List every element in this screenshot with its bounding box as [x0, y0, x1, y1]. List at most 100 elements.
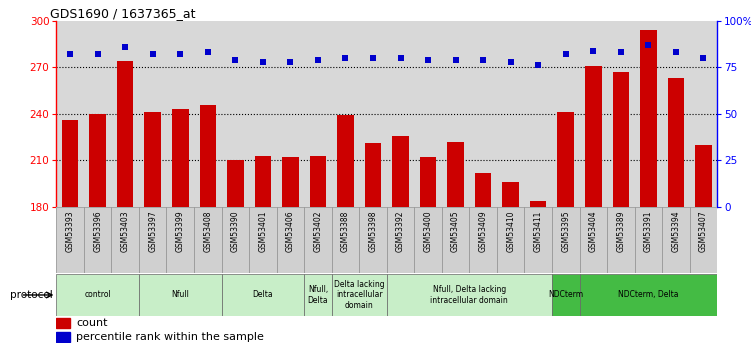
Bar: [365, 144, 382, 207]
Text: GSM53408: GSM53408: [204, 210, 213, 252]
Bar: [387, 207, 415, 273]
Text: GSM53394: GSM53394: [671, 210, 680, 252]
Point: [559, 51, 572, 57]
Text: GSM53410: GSM53410: [506, 210, 515, 252]
Bar: [56, 274, 139, 316]
Bar: [557, 112, 574, 207]
Bar: [139, 207, 167, 273]
Bar: [502, 182, 519, 207]
Bar: [580, 207, 607, 273]
Bar: [387, 274, 552, 316]
Bar: [580, 274, 717, 316]
Point: [615, 50, 627, 55]
Point: [312, 57, 324, 62]
Bar: [56, 318, 70, 328]
Point: [146, 51, 158, 57]
Bar: [662, 207, 689, 273]
Bar: [304, 274, 332, 316]
Point: [450, 57, 462, 62]
Point: [229, 57, 241, 62]
Bar: [276, 207, 304, 273]
Text: GSM53392: GSM53392: [396, 210, 405, 252]
Text: protocol: protocol: [10, 290, 53, 300]
Point: [285, 59, 297, 65]
Text: GSM53406: GSM53406: [286, 210, 295, 252]
Bar: [89, 114, 106, 207]
Bar: [613, 72, 629, 207]
Point: [670, 50, 682, 55]
Bar: [309, 156, 326, 207]
Bar: [442, 207, 469, 273]
Text: Nfull, Delta lacking
intracellular domain: Nfull, Delta lacking intracellular domai…: [430, 285, 508, 305]
Bar: [332, 207, 359, 273]
Text: GSM53409: GSM53409: [478, 210, 487, 252]
Bar: [111, 207, 139, 273]
Bar: [497, 207, 524, 273]
Bar: [552, 207, 580, 273]
Point: [92, 51, 104, 57]
Text: GSM53405: GSM53405: [451, 210, 460, 252]
Bar: [222, 207, 249, 273]
Point: [367, 55, 379, 61]
Bar: [640, 30, 656, 207]
Point: [422, 57, 434, 62]
Bar: [607, 207, 635, 273]
Text: GSM53397: GSM53397: [148, 210, 157, 252]
Bar: [469, 207, 497, 273]
Text: NDCterm: NDCterm: [548, 290, 584, 299]
Bar: [282, 157, 299, 207]
Point: [587, 48, 599, 53]
Bar: [689, 207, 717, 273]
Bar: [117, 61, 134, 207]
Point: [477, 57, 489, 62]
Point: [202, 50, 214, 55]
Text: GSM53402: GSM53402: [313, 210, 322, 252]
Bar: [249, 207, 276, 273]
Text: GSM53391: GSM53391: [644, 210, 653, 252]
Bar: [359, 207, 387, 273]
Text: GSM53393: GSM53393: [65, 210, 74, 252]
Bar: [392, 136, 409, 207]
Point: [119, 44, 131, 50]
Bar: [585, 66, 602, 207]
Bar: [420, 157, 436, 207]
Text: GSM53400: GSM53400: [424, 210, 433, 252]
Point: [532, 63, 544, 68]
Bar: [200, 105, 216, 207]
Point: [505, 59, 517, 65]
Bar: [332, 274, 387, 316]
Text: GSM53399: GSM53399: [176, 210, 185, 252]
Text: NDCterm, Delta: NDCterm, Delta: [618, 290, 679, 299]
Text: GSM53404: GSM53404: [589, 210, 598, 252]
Bar: [475, 173, 491, 207]
Text: GSM53407: GSM53407: [699, 210, 708, 252]
Bar: [167, 207, 194, 273]
Text: GSM53396: GSM53396: [93, 210, 102, 252]
Bar: [227, 160, 243, 207]
Bar: [84, 207, 111, 273]
Point: [339, 55, 351, 61]
Bar: [415, 207, 442, 273]
Bar: [144, 112, 161, 207]
Text: GSM53411: GSM53411: [534, 210, 543, 252]
Bar: [56, 332, 70, 342]
Bar: [524, 207, 552, 273]
Bar: [62, 120, 78, 207]
Bar: [337, 116, 354, 207]
Text: Nfull,
Delta: Nfull, Delta: [308, 285, 328, 305]
Text: GSM53398: GSM53398: [369, 210, 378, 252]
Bar: [552, 274, 580, 316]
Bar: [635, 207, 662, 273]
Point: [174, 51, 186, 57]
Point: [698, 55, 710, 61]
Point: [64, 51, 76, 57]
Bar: [222, 274, 304, 316]
Text: Delta: Delta: [252, 290, 273, 299]
Text: GSM53401: GSM53401: [258, 210, 267, 252]
Bar: [304, 207, 332, 273]
Text: control: control: [84, 290, 111, 299]
Bar: [139, 274, 222, 316]
Text: GSM53390: GSM53390: [231, 210, 240, 252]
Text: GSM53403: GSM53403: [121, 210, 130, 252]
Point: [257, 59, 269, 65]
